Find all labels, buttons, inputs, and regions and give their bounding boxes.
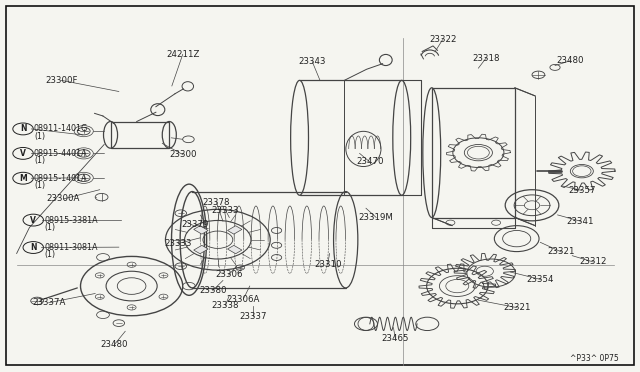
Bar bbox=[227, 226, 242, 234]
Text: 23480: 23480 bbox=[100, 340, 128, 349]
Text: 23343: 23343 bbox=[299, 57, 326, 66]
Text: (1): (1) bbox=[34, 132, 45, 141]
Text: N: N bbox=[20, 124, 26, 134]
Text: 23357: 23357 bbox=[568, 186, 596, 195]
Text: 08915-4401A: 08915-4401A bbox=[34, 149, 88, 158]
Text: 08915-1401A: 08915-1401A bbox=[34, 174, 88, 183]
Text: (1): (1) bbox=[44, 250, 55, 259]
Text: 08911-1401G: 08911-1401G bbox=[34, 124, 88, 134]
Text: 23337A: 23337A bbox=[32, 298, 65, 307]
Bar bbox=[194, 246, 208, 254]
Text: (1): (1) bbox=[44, 223, 55, 232]
Bar bbox=[227, 246, 242, 254]
Text: V: V bbox=[20, 149, 26, 158]
Text: 23319M: 23319M bbox=[359, 213, 394, 222]
Text: N: N bbox=[30, 243, 36, 252]
Text: 23306: 23306 bbox=[215, 270, 243, 279]
Text: 23318: 23318 bbox=[472, 54, 500, 62]
Text: 23378: 23378 bbox=[203, 198, 230, 207]
Text: 23341: 23341 bbox=[567, 217, 595, 226]
Text: 24211Z: 24211Z bbox=[166, 50, 200, 59]
Text: 23333: 23333 bbox=[212, 206, 239, 215]
Text: 23312: 23312 bbox=[580, 257, 607, 266]
Text: 23480: 23480 bbox=[557, 56, 584, 65]
Text: 23333: 23333 bbox=[164, 239, 192, 248]
Text: 23300: 23300 bbox=[169, 150, 196, 159]
Text: 23470: 23470 bbox=[356, 157, 383, 166]
Text: 23380: 23380 bbox=[199, 286, 227, 295]
Text: 23300F: 23300F bbox=[45, 76, 77, 85]
Text: 23379: 23379 bbox=[182, 221, 209, 230]
Text: 23300A: 23300A bbox=[47, 195, 80, 203]
Text: 23321: 23321 bbox=[503, 303, 531, 312]
Text: 23322: 23322 bbox=[429, 35, 456, 44]
Text: (1): (1) bbox=[34, 181, 45, 190]
Text: M: M bbox=[19, 174, 27, 183]
Text: (1): (1) bbox=[34, 156, 45, 165]
Text: 23306A: 23306A bbox=[227, 295, 260, 304]
Text: 23354: 23354 bbox=[527, 275, 554, 284]
Text: ^P33^ 0P75: ^P33^ 0P75 bbox=[570, 354, 619, 363]
Text: V: V bbox=[30, 216, 36, 225]
Text: 23338: 23338 bbox=[212, 301, 239, 310]
Text: 08915-3381A: 08915-3381A bbox=[44, 216, 98, 225]
Text: 08911-3081A: 08911-3081A bbox=[44, 243, 98, 252]
Text: 23337: 23337 bbox=[239, 312, 267, 321]
Text: 23310: 23310 bbox=[314, 260, 341, 269]
Text: 23321: 23321 bbox=[548, 247, 575, 256]
Text: 23465: 23465 bbox=[381, 334, 409, 343]
Bar bbox=[194, 226, 208, 234]
